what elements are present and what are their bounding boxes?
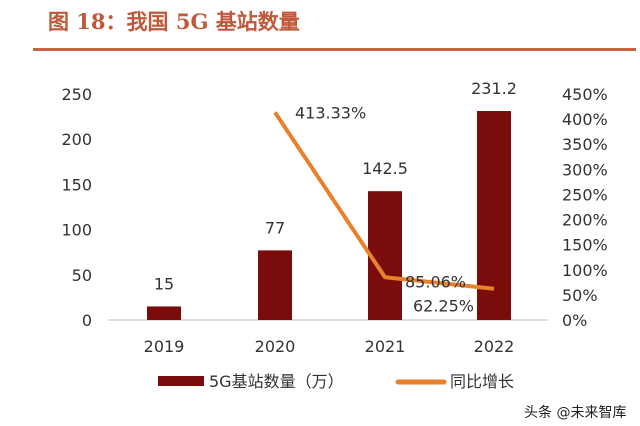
left-axis-tick-label: 150 [61, 175, 92, 194]
bar-2019 [147, 306, 181, 320]
legend-bar-swatch [158, 376, 204, 386]
right-axis-tick-label: 200% [562, 211, 608, 230]
title-divider [33, 48, 636, 51]
right-axis-tick-label: 250% [562, 185, 608, 204]
legend-bar-label: 5G基站数量（万） [209, 372, 344, 391]
bar-data-label: 77 [265, 218, 285, 237]
x-axis-tick-label: 2021 [365, 337, 406, 356]
bar-data-label: 142.5 [362, 159, 408, 178]
x-axis-tick-label: 2020 [255, 337, 296, 356]
left-axis-tick-label: 250 [61, 85, 92, 104]
right-axis-tick-label: 350% [562, 135, 608, 154]
line-data-label: 413.33% [295, 103, 366, 122]
right-axis-tick-label: 400% [562, 110, 608, 129]
right-axis-tick-label: 0% [562, 311, 587, 330]
right-axis-tick-label: 150% [562, 236, 608, 255]
bar-data-label: 15 [154, 274, 174, 293]
chart-title: 图 18：我国 5G 基站数量 [48, 9, 300, 34]
right-axis-tick-label: 300% [562, 160, 608, 179]
line-data-label: 85.06% [405, 272, 466, 291]
line-data-label: 62.25% [413, 297, 474, 316]
watermark: 头条 @未来智库 [524, 405, 627, 421]
legend-line-label: 同比增长 [450, 372, 514, 391]
right-axis-tick-label: 100% [562, 261, 608, 280]
right-axis-tick-label: 450% [562, 85, 608, 104]
bar-2021 [368, 191, 402, 320]
right-axis-tick-label: 50% [562, 286, 598, 305]
x-axis-tick-label: 2019 [144, 337, 185, 356]
bar-2022 [477, 110, 511, 320]
left-axis-tick-label: 0 [82, 311, 92, 330]
bar-2020 [258, 250, 292, 320]
bar-data-label: 231.2 [471, 79, 517, 98]
left-axis-tick-label: 100 [61, 221, 92, 240]
left-axis-tick-label: 200 [61, 130, 92, 149]
x-axis-tick-label: 2022 [474, 337, 515, 356]
left-axis-tick-label: 50 [72, 266, 92, 285]
